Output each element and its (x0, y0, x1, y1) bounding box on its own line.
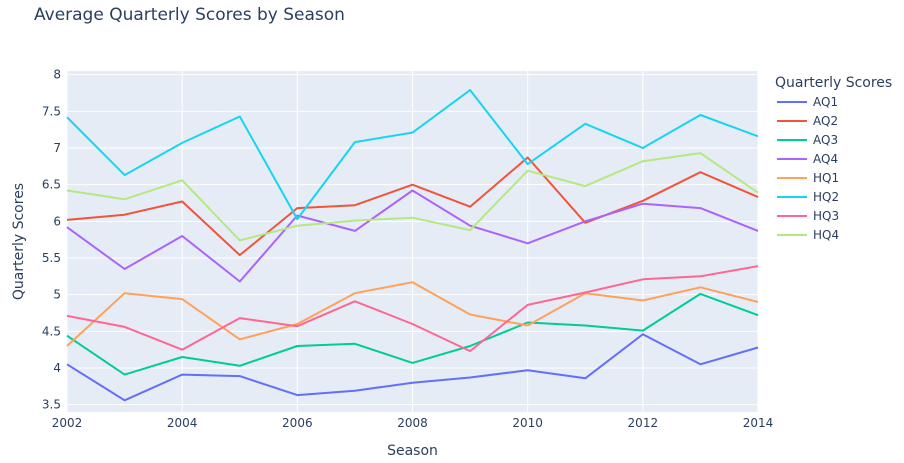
legend-item-hq3[interactable]: HQ3 (777, 209, 839, 223)
y-tick-label: 8 (53, 68, 61, 82)
x-axis-ticks: 2002 2004 2006 2008 2010 2012 2014 (52, 416, 774, 430)
legend-label: HQ4 (813, 228, 839, 242)
legend-item-hq4[interactable]: HQ4 (777, 228, 839, 242)
y-tick-label: 5.5 (42, 251, 61, 265)
y-tick-label: 5 (53, 288, 61, 302)
series-line-aq1 (66, 333, 759, 402)
legend-item-aq3[interactable]: AQ3 (777, 133, 838, 147)
legend-item-aq2[interactable]: AQ2 (777, 114, 838, 128)
y-tick-label: 3.5 (42, 398, 61, 412)
legend-label: HQ3 (813, 209, 839, 223)
legend-label: HQ2 (813, 190, 839, 204)
series-lines (66, 89, 759, 402)
series-line-hq3 (66, 265, 759, 353)
series-line-hq4 (66, 152, 759, 242)
legend-label: AQ2 (813, 114, 838, 128)
y-tick-label: 7 (53, 141, 61, 155)
x-tick-label: 2010 (512, 416, 543, 430)
legend-label: AQ4 (813, 152, 838, 166)
legend-label: AQ1 (813, 95, 838, 109)
y-tick-label: 6 (53, 214, 61, 228)
legend-item-hq2[interactable]: HQ2 (777, 190, 839, 204)
y-tick-label: 7.5 (42, 104, 61, 118)
y-tick-label: 4 (53, 361, 61, 375)
y-axis-title: Quarterly Scores (11, 183, 27, 300)
x-tick-label: 2014 (743, 416, 774, 430)
x-tick-label: 2006 (282, 416, 313, 430)
series-line-hq1 (66, 281, 759, 347)
x-axis-title: Season (387, 443, 438, 459)
x-tick-label: 2002 (52, 416, 83, 430)
x-tick-label: 2004 (167, 416, 198, 430)
series-line-aq3 (66, 292, 759, 376)
legend-title: Quarterly Scores (775, 75, 892, 91)
y-tick-label: 6.5 (42, 178, 61, 192)
legend: Quarterly Scores AQ1 AQ2 AQ3 AQ4 HQ1 HQ2 HQ3 HQ… (775, 75, 892, 242)
x-tick-label: 2012 (628, 416, 659, 430)
x-tick-label: 2008 (397, 416, 428, 430)
series-line-aq2 (66, 156, 759, 257)
legend-label: AQ3 (813, 133, 838, 147)
series-line-hq2 (66, 89, 759, 221)
legend-item-hq1[interactable]: HQ1 (777, 171, 839, 185)
chart-title: Average Quarterly Scores by Season (34, 5, 345, 25)
legend-label: HQ1 (813, 171, 839, 185)
legend-item-aq4[interactable]: AQ4 (777, 152, 838, 166)
series-line-aq4 (66, 189, 759, 283)
y-axis-ticks: 3.5 4 4.5 5 5.5 6 6.5 7 7.5 8 (42, 68, 61, 412)
legend-item-aq1[interactable]: AQ1 (777, 95, 838, 109)
y-tick-label: 4.5 (42, 324, 61, 338)
